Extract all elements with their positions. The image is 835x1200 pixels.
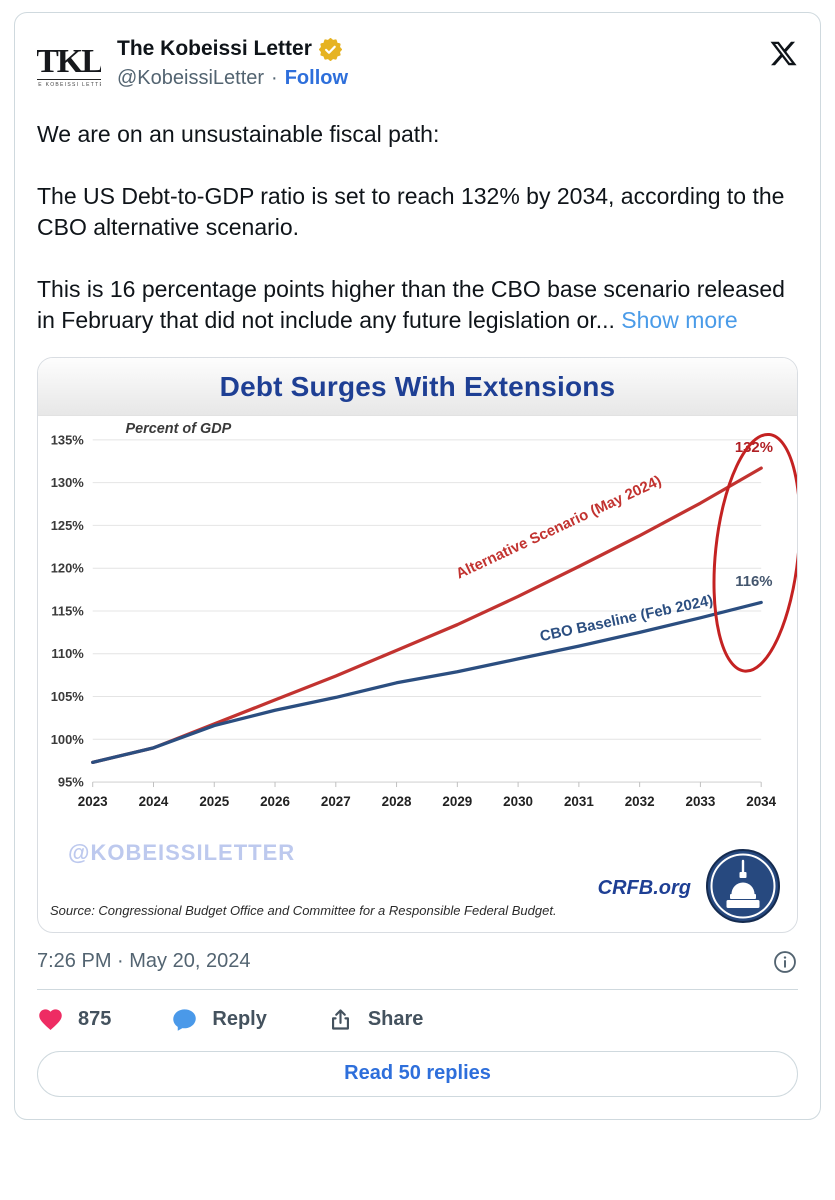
- x-tick-label: 2034: [746, 794, 776, 809]
- x-tick-label: 2027: [321, 794, 351, 809]
- crfb-brand-text: CRFB.org: [597, 876, 691, 899]
- x-tick-label: 2024: [139, 794, 169, 809]
- avatar-tkl-wordmark: TKL: [37, 44, 101, 81]
- share-icon: [331, 1009, 349, 1030]
- y-tick-label: 125%: [51, 518, 85, 533]
- series-label: Alternative Scenario (May 2024): [453, 472, 664, 582]
- divider: [37, 988, 798, 990]
- y-tick-label: 110%: [51, 646, 84, 661]
- share-button[interactable]: Share: [327, 1006, 424, 1033]
- avatar-tkl-subtext: THE KOBEISSI LETTER: [37, 82, 101, 89]
- author-name[interactable]: The Kobeissi Letter: [117, 37, 312, 60]
- avatar[interactable]: TKL THE KOBEISSI LETTER: [37, 35, 101, 99]
- share-label: Share: [367, 1007, 424, 1030]
- reply-bubble-icon: [173, 1009, 197, 1031]
- read-replies-button[interactable]: Read 50 replies: [37, 1050, 798, 1097]
- x-tick-label: 2032: [625, 794, 655, 809]
- x-tick-label: 2025: [199, 794, 229, 809]
- series-end-value: 116%: [735, 573, 772, 590]
- reply-button[interactable]: Reply: [171, 1006, 267, 1033]
- y-tick-label: 105%: [51, 689, 85, 704]
- like-button[interactable]: 875: [37, 1006, 111, 1033]
- y-tick-label: 120%: [51, 561, 85, 576]
- chart-title: Debt Surges With Extensions: [219, 370, 616, 402]
- y-tick-label: 130%: [51, 475, 85, 490]
- x-logo-icon[interactable]: [769, 39, 798, 68]
- y-tick-label: 115%: [51, 603, 84, 618]
- tweet-paragraph-1: We are on an unsustainable fiscal path:: [37, 121, 440, 147]
- y-axis-title: Percent of GDP: [126, 421, 232, 437]
- author-block: The Kobeissi Letter @KobeissiLetter · Fo…: [117, 35, 769, 90]
- like-count: 875: [78, 1007, 112, 1030]
- y-tick-label: 95%: [58, 775, 84, 790]
- x-tick-label: 2023: [78, 794, 108, 809]
- follow-button[interactable]: Follow: [284, 67, 349, 89]
- show-more-link[interactable]: Show more: [621, 307, 738, 333]
- x-tick-label: 2026: [260, 794, 290, 809]
- tweet-paragraph-3: This is 16 percentage points higher than…: [37, 276, 785, 333]
- highlight-ellipse-annotation: [712, 432, 797, 673]
- x-tick-label: 2030: [503, 794, 533, 809]
- x-tick-label: 2033: [685, 794, 715, 809]
- heart-icon: [39, 1009, 62, 1030]
- timestamp[interactable]: 7:26 PM · May 20, 2024: [37, 950, 251, 973]
- verified-badge-icon: [318, 37, 342, 61]
- debt-chart-figure: Debt Surges With Extensions 95% 100% 105% 1…: [37, 357, 798, 933]
- chart-watermark: @KOBEISSILETTER: [68, 839, 296, 865]
- tweet-body: We are on an unsustainable fiscal path: …: [37, 119, 798, 336]
- tweet-header: TKL THE KOBEISSI LETTER The Kobeissi Let…: [37, 35, 798, 99]
- series-label: CBO Baseline (Feb 2024): [538, 592, 714, 645]
- capitol-dome-logo-icon: [706, 848, 780, 923]
- actions-row: 875 Reply Share: [37, 1006, 798, 1033]
- chart-title-band: Debt Surges With Extensions: [38, 358, 797, 416]
- x-tick-label: 2029: [442, 794, 472, 809]
- author-handle[interactable]: @KobeissiLetter: [117, 67, 265, 89]
- meta-row: 7:26 PM · May 20, 2024: [37, 949, 798, 975]
- tweet-paragraph-2: The US Debt-to-GDP ratio is set to reach…: [37, 183, 785, 240]
- chart-source-note: Source: Congressional Budget Office and …: [50, 902, 557, 918]
- series-line: [91, 600, 763, 765]
- reply-label: Reply: [212, 1007, 267, 1030]
- info-icon[interactable]: [772, 949, 798, 975]
- y-tick-label: 135%: [51, 432, 85, 447]
- tweet-card: TKL THE KOBEISSI LETTER The Kobeissi Let…: [14, 12, 821, 1120]
- x-tick-label: 2031: [564, 794, 594, 809]
- y-tick-label: 100%: [51, 732, 85, 747]
- x-tick-label: 2028: [382, 794, 412, 809]
- dot-separator: ·: [271, 67, 278, 89]
- debt-chart-plot: 95% 100% 105% 110% 115% 120% 125% 130% 135% 2023 2…: [51, 421, 797, 809]
- chart-footer: @KOBEISSILETTER Source: Congressional Bu…: [38, 824, 797, 932]
